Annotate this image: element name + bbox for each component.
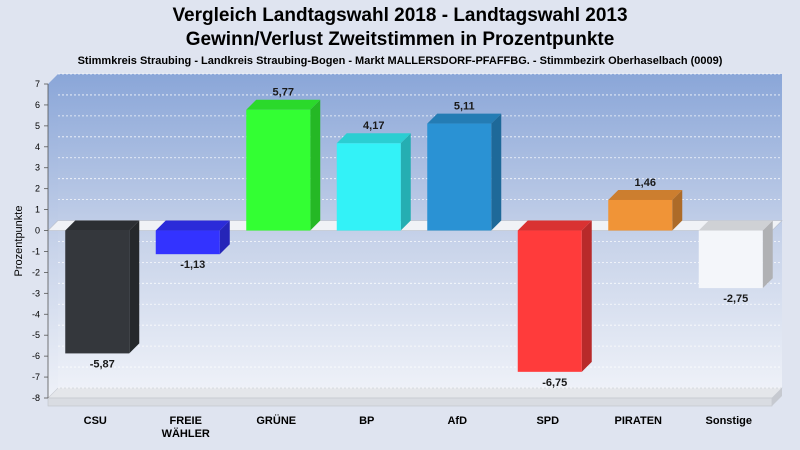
y-tick-label: -6 — [32, 351, 40, 361]
y-axis-label: Prozentpunkte — [13, 206, 25, 277]
bar-front — [517, 230, 582, 372]
y-tick-label: -1 — [32, 246, 40, 256]
y-tick-label: -4 — [32, 309, 40, 319]
category-label: GRÜNE — [256, 414, 296, 427]
bar-top — [65, 220, 140, 231]
y-tick-label: 7 — [35, 79, 40, 89]
bar-value-label: -5,87 — [90, 358, 115, 370]
bar-value-label: 1,46 — [635, 177, 656, 189]
y-tick-label: 0 — [35, 226, 40, 236]
bar-top — [155, 220, 230, 231]
bar-top — [608, 189, 683, 200]
category-label: Sonstige — [706, 415, 752, 427]
bar-side — [400, 133, 411, 231]
chart-subtitle: Stimmkreis Straubing - Landkreis Straubi… — [77, 55, 723, 67]
bar-front — [155, 230, 220, 255]
category-label: CSU — [84, 415, 107, 427]
y-tick-label: -8 — [32, 393, 40, 403]
bar-top — [698, 220, 773, 231]
y-tick-label: 5 — [35, 121, 40, 131]
bar-side — [491, 113, 502, 231]
bar-value-label: 5,11 — [454, 101, 475, 113]
bar-value-label: -1,13 — [180, 259, 205, 271]
bar-top — [427, 113, 502, 124]
plot-floor-front — [47, 397, 773, 407]
bar-4 — [427, 113, 502, 231]
plot-floor — [47, 387, 783, 399]
y-tick-label: 6 — [35, 100, 40, 110]
bar-1 — [155, 220, 230, 255]
bar-side — [310, 99, 321, 231]
y-tick-label: 4 — [35, 142, 40, 152]
bar-front — [65, 230, 130, 354]
bar-5 — [517, 220, 592, 372]
y-tick-label: -5 — [32, 330, 40, 340]
bar-6 — [608, 189, 683, 231]
category-label: PIRATEN — [615, 415, 663, 427]
chart-title-line1: Vergleich Landtagswahl 2018 - Landtagswa… — [172, 5, 628, 26]
bar-3 — [336, 133, 411, 231]
bar-side — [219, 220, 230, 255]
y-tick-label: -3 — [32, 288, 40, 298]
bar-value-label: -6,75 — [542, 377, 567, 389]
y-tick-label: -2 — [32, 267, 40, 277]
bar-value-label: 4,17 — [363, 120, 384, 132]
bar-front — [336, 143, 401, 231]
plot-floor-side — [772, 388, 782, 406]
chart-title-block: Vergleich Landtagswahl 2018 - Landtagswa… — [0, 4, 800, 68]
bar-front — [427, 123, 492, 231]
bar-front — [246, 109, 311, 231]
bar-7 — [698, 220, 773, 289]
bar-front — [608, 199, 673, 231]
y-tick-label: 1 — [35, 205, 40, 215]
bar-top — [517, 220, 592, 231]
bar-side — [672, 189, 683, 231]
bar-side — [762, 220, 773, 289]
category-label: BP — [359, 415, 374, 427]
bar-side — [581, 220, 592, 372]
chart-title-line2: Gewinn/Verlust Zweitstimmen in Prozentpu… — [185, 29, 615, 50]
bar-2 — [246, 99, 321, 231]
bar-0 — [65, 220, 140, 354]
category-label: WÄHLER — [162, 427, 210, 440]
category-label: AfD — [447, 415, 467, 427]
y-tick-label: 2 — [35, 184, 40, 194]
bar-top — [336, 133, 411, 144]
bar-value-label: -2,75 — [723, 293, 748, 305]
category-label: SPD — [536, 415, 559, 427]
bar-side — [129, 220, 140, 354]
y-tick-label: 3 — [35, 163, 40, 173]
bar-front — [698, 230, 763, 289]
bar-top — [246, 99, 321, 110]
category-label: FREIE — [170, 415, 202, 427]
y-tick-label: -7 — [32, 372, 40, 382]
bar-value-label: 5,77 — [273, 87, 294, 99]
